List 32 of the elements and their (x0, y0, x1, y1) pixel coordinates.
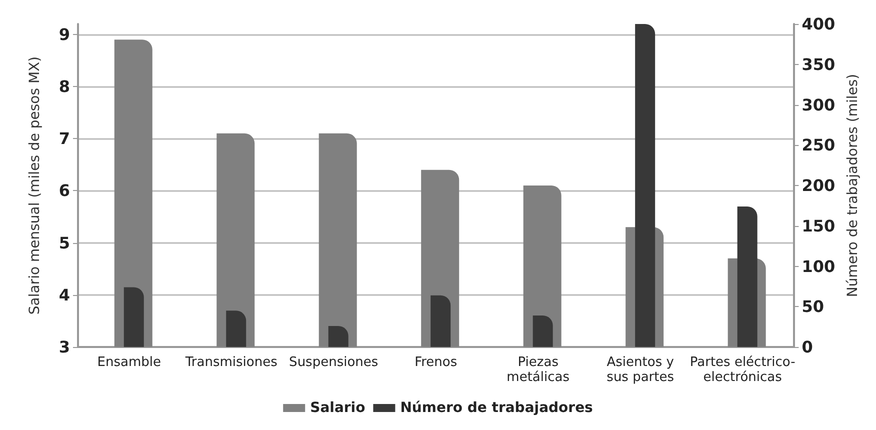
x-tick-label: Asientos y sus partes (606, 355, 674, 385)
y2-tick-label: 0 (802, 338, 813, 356)
x-tick-label: Suspensiones (289, 355, 378, 370)
bar (124, 287, 144, 347)
y-axis-title: Salario mensual (miles de pesos MX) (27, 56, 43, 315)
y-tick-label: 3 (58, 338, 70, 356)
y2-tick-label: 200 (802, 176, 836, 195)
y2-tick-label: 350 (802, 54, 836, 74)
bar (430, 295, 451, 347)
y-tick-label: 6 (58, 181, 70, 200)
x-tick-label: Frenos (414, 355, 458, 370)
x-tick-label: Transmisiones (184, 355, 278, 370)
y2-tick-label: 50 (802, 297, 824, 316)
y2-tick-label: 150 (802, 216, 836, 236)
x-tick-label: Ensamble (97, 355, 161, 370)
y-tick-label: 9 (58, 24, 70, 44)
x-tick-label: Piezas metálicas (506, 355, 570, 385)
y-tick-label: 5 (58, 233, 70, 252)
legend-label: Número de trabajadores (400, 400, 593, 416)
y2-tick-label: 250 (802, 136, 836, 155)
y-tick-label: 8 (58, 77, 70, 96)
y-tick-label: 7 (58, 129, 70, 148)
bar (226, 310, 246, 347)
bar (532, 316, 553, 347)
y2-tick-label: 100 (802, 256, 836, 276)
y-tick-label: 4 (58, 285, 70, 304)
legend-label: Salario (310, 400, 366, 416)
y2-axis-title: Número de trabajadores (miles) (845, 74, 861, 298)
y2-tick-label: 400 (802, 14, 836, 34)
x-tick-label: Partes eléctrico- electrónicas (690, 355, 796, 385)
y2-tick-label: 300 (802, 95, 836, 114)
bar (328, 326, 348, 347)
